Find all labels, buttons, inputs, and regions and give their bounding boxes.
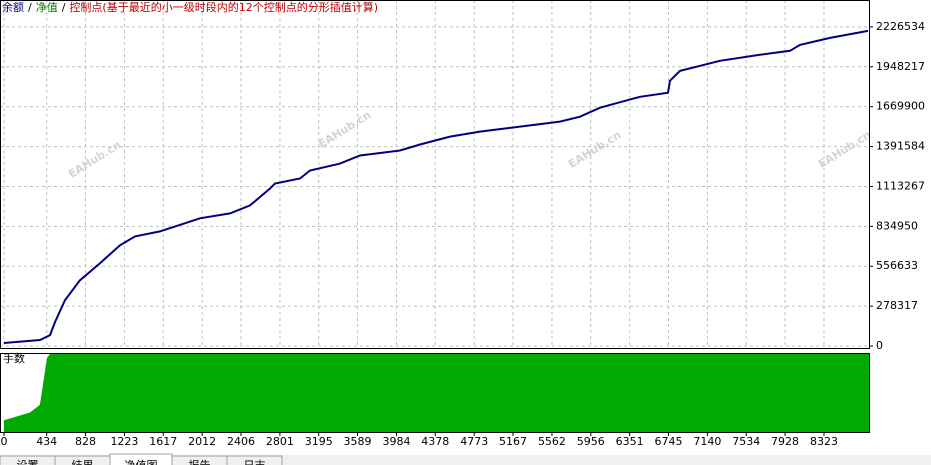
x-tick-label: 4378: [421, 435, 449, 448]
y-tick-label: 2226534: [876, 20, 925, 33]
y-tick-label: 1391584: [876, 140, 925, 153]
x-tick-label: 5562: [538, 435, 566, 448]
x-tick-label: 2012: [188, 435, 216, 448]
y-tick-label: 556633: [876, 259, 918, 272]
volume-panel: 手数: [0, 351, 870, 433]
legend-item: 控制点(基于最近的小一级时段内的12个控制点的分形插值计算): [69, 0, 378, 14]
x-tick-label: 3984: [382, 435, 410, 448]
x-tick-label: 7928: [771, 435, 799, 448]
x-tick-label: 2406: [227, 435, 255, 448]
legend-item: 净值: [36, 0, 58, 14]
tab-label[interactable]: 日志: [244, 459, 266, 465]
x-tick-label: 1617: [149, 435, 177, 448]
x-tick-label: 7534: [732, 435, 760, 448]
plot-border: [0, 0, 870, 349]
x-tick-label: 6745: [654, 435, 682, 448]
x-tick-label: 5956: [577, 435, 605, 448]
panel-title: 手数: [3, 351, 25, 365]
x-tick-label: 5167: [499, 435, 527, 448]
x-tick-label: 0: [0, 435, 7, 448]
x-tick-label: 434: [36, 435, 57, 448]
tab-label[interactable]: 结果: [72, 459, 94, 465]
x-tick-label: 4773: [460, 435, 488, 448]
tabs: 设置 结果 净值图 报告 日志: [0, 453, 931, 465]
x-tick-label: 6351: [616, 435, 644, 448]
x-tick-label: 828: [75, 435, 96, 448]
y-tick-label: 834950: [876, 219, 918, 232]
y-tick-label: 0: [876, 339, 883, 352]
x-tick-label: 7140: [693, 435, 721, 448]
legend-separator: /: [62, 1, 66, 14]
plot-border: [0, 353, 870, 433]
x-tick-label: 3195: [305, 435, 333, 448]
y-tick-label: 1113267: [876, 179, 925, 192]
tab[interactable]: [226, 455, 283, 465]
x-tick-label: 3589: [344, 435, 372, 448]
y-tick-label: 1669900: [876, 100, 925, 113]
legend-separator: /: [28, 1, 32, 14]
tab-label[interactable]: 净值图: [125, 458, 158, 465]
equity-line: [3, 29, 869, 344]
volume-area: [3, 354, 869, 432]
x-tick-label: 2801: [266, 435, 294, 448]
tab-bar: [0, 455, 931, 465]
x-tick-label: 8323: [810, 435, 838, 448]
y-tick-label: 278317: [876, 299, 918, 312]
legend: 余额 / 净值 / 控制点(基于最近的小一级时段内的12个控制点的分形插值计算): [2, 0, 378, 14]
y-tick-label: 1948217: [876, 60, 925, 73]
tab-label[interactable]: 设置: [17, 459, 39, 465]
main-panel: 0 278317 556633 834950 1113267 1391584 1669900…: [0, 0, 925, 448]
tab-label[interactable]: 报告: [189, 458, 211, 465]
legend-item: 余额: [2, 0, 24, 14]
x-tick-label: 1223: [110, 435, 138, 448]
